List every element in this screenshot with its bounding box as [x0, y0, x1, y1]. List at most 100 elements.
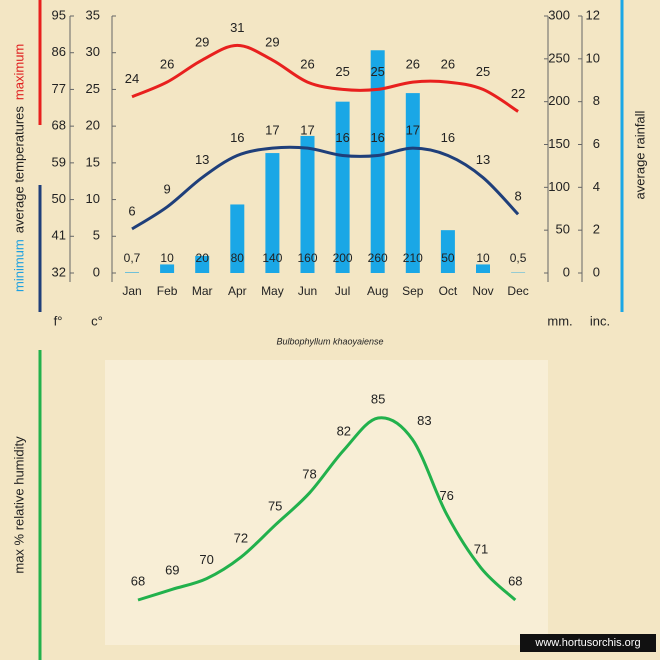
y-tick-label: 35	[86, 7, 100, 22]
y2-label: average rainfall	[632, 110, 647, 199]
y-tick-label: 15	[86, 154, 100, 169]
x-tick-label: Oct	[439, 284, 458, 298]
y-tick-label: 20	[86, 118, 100, 133]
bar	[476, 264, 490, 273]
x-tick-label: Apr	[228, 284, 247, 298]
y-tick-label: 100	[548, 179, 570, 194]
x-tick-label: Jan	[122, 284, 141, 298]
humidity-plot-area	[105, 360, 548, 645]
data-label: 13	[195, 152, 209, 167]
y-label: maximum	[11, 44, 26, 100]
y-tick-label: 10	[86, 191, 100, 206]
data-label: 85	[371, 391, 385, 406]
y-tick-label: 95	[52, 7, 66, 22]
y-tick-label: 25	[86, 81, 100, 96]
y-tick-label: 300	[548, 7, 570, 22]
y-tick-label: 41	[52, 228, 66, 243]
data-label: 25	[370, 64, 384, 79]
data-label: 6	[128, 203, 135, 218]
x-tick-label: Jul	[335, 284, 350, 298]
line	[131, 43, 519, 113]
data-label: 71	[474, 541, 488, 556]
x-tick-label: Aug	[367, 284, 388, 298]
line	[137, 416, 517, 602]
credit-box	[520, 634, 656, 652]
unit-mm: mm.	[547, 313, 572, 328]
data-label: 83	[417, 413, 431, 428]
unit-f: f°	[54, 313, 63, 328]
data-label: 78	[302, 466, 316, 481]
bar-label: 0,5	[510, 251, 527, 265]
bar-label: 160	[297, 251, 317, 265]
unit-in: inc.	[590, 313, 610, 328]
y-tick-label: 50	[556, 222, 570, 237]
data-label: 16	[441, 130, 455, 145]
data-label: 26	[300, 57, 314, 72]
data-label: 26	[441, 57, 455, 72]
data-label: 68	[508, 573, 522, 588]
data-label: 31	[230, 20, 244, 35]
y-tick-label: 4	[593, 179, 600, 194]
y-tick-label: 12	[586, 7, 600, 22]
data-label: 29	[195, 34, 209, 49]
x-tick-label: Nov	[472, 284, 493, 298]
data-label: 68	[131, 573, 145, 588]
unit-c: c°	[91, 313, 103, 328]
bar-label: 200	[333, 251, 353, 265]
bar	[195, 255, 210, 273]
data-label: 72	[234, 531, 248, 546]
y-tick-label: 250	[548, 50, 570, 65]
bar-label: 140	[262, 251, 282, 265]
x-tick-label: Mar	[192, 284, 213, 298]
bar	[265, 153, 280, 273]
bar-label: 50	[441, 251, 455, 265]
data-label: 25	[335, 64, 349, 79]
bar	[440, 230, 455, 273]
data-label: 82	[337, 424, 351, 439]
x-tick-label: Feb	[157, 284, 178, 298]
y-tick-label: 0	[563, 264, 570, 279]
x-tick-label: Dec	[507, 284, 528, 298]
humidity-label: max % relative humidity	[11, 436, 26, 574]
data-label: 16	[335, 130, 349, 145]
data-label: 25	[476, 64, 490, 79]
data-label: 26	[160, 57, 174, 72]
y-tick-label: 200	[548, 93, 570, 108]
y-tick-label: 50	[52, 191, 66, 206]
data-label: 69	[165, 563, 179, 578]
y-tick-label: 86	[52, 44, 66, 59]
y-label: average temperatures	[11, 106, 26, 234]
bar-label: 0,7	[124, 251, 141, 265]
y-tick-label: 5	[93, 228, 100, 243]
credit: www.hortusorchis.org	[534, 637, 640, 649]
data-label: 16	[230, 130, 244, 145]
y-tick-label: 30	[86, 44, 100, 59]
y-tick-label: 10	[586, 50, 600, 65]
data-label: 16	[370, 130, 384, 145]
y-tick-label: 0	[593, 264, 600, 279]
y-tick-label: 77	[52, 81, 66, 96]
data-label: 76	[439, 488, 453, 503]
data-label: 22	[511, 86, 525, 101]
y-tick-label: 2	[593, 222, 600, 237]
x-tick-label: Sep	[402, 284, 424, 298]
data-label: 75	[268, 498, 282, 513]
x-tick-label: May	[261, 284, 284, 298]
data-label: 9	[163, 181, 170, 196]
x-tick-label: Jun	[298, 284, 317, 298]
y-tick-label: 6	[593, 136, 600, 151]
line	[131, 145, 520, 231]
data-label: 29	[265, 34, 279, 49]
y-tick-label: 32	[52, 264, 66, 279]
data-label: 17	[300, 123, 314, 138]
data-label: 13	[476, 152, 490, 167]
data-label: 17	[406, 123, 420, 138]
data-label: 24	[125, 71, 139, 86]
y-tick-label: 0	[93, 264, 100, 279]
bar	[300, 135, 315, 273]
y-tick-label: 8	[593, 93, 600, 108]
bar-label: 80	[231, 251, 245, 265]
bar-label: 10	[476, 251, 490, 265]
bar-label: 20	[196, 251, 210, 265]
